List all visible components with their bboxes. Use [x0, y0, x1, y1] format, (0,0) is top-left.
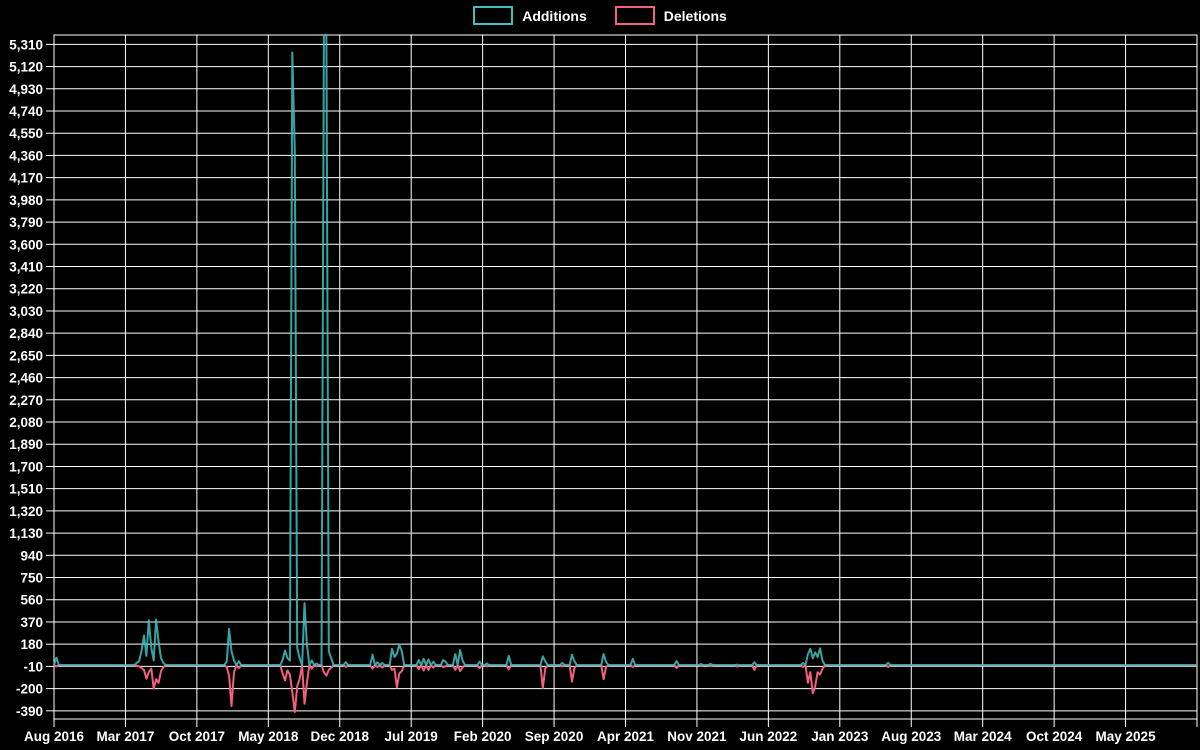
- deletions-swatch-icon: [614, 6, 655, 25]
- x-axis-label: Jul 2019: [385, 729, 438, 744]
- y-axis-label: 4,360: [9, 148, 43, 163]
- x-axis-label: May 2025: [1096, 729, 1157, 744]
- y-axis-label: 2,080: [9, 415, 43, 430]
- y-axis-label: 3,980: [9, 193, 43, 208]
- y-axis-label: 1,510: [9, 482, 43, 497]
- y-axis-label: 5,310: [9, 37, 43, 52]
- y-axis-label: 940: [20, 548, 43, 563]
- y-axis-label: -200: [16, 682, 43, 697]
- x-axis-label: Feb 2020: [454, 729, 512, 744]
- y-axis-label: 2,840: [9, 326, 43, 341]
- y-axis-label: 1,320: [9, 504, 43, 519]
- x-axis-label: Apr 2021: [597, 729, 655, 744]
- y-axis-label: 1,700: [9, 459, 43, 474]
- additions-swatch-icon: [473, 6, 514, 25]
- x-axis-label: Aug 2016: [24, 729, 85, 744]
- legend-item-additions[interactable]: Additions: [473, 6, 587, 25]
- x-axis-label: Dec 2018: [310, 729, 369, 744]
- x-axis-label: Jan 2023: [811, 729, 869, 744]
- y-axis-label: 560: [20, 593, 43, 608]
- y-axis-label: 2,460: [9, 371, 43, 386]
- y-axis-label: 3,030: [9, 304, 43, 319]
- y-axis-label: -10: [23, 659, 43, 674]
- x-axis-label: Nov 2021: [667, 729, 727, 744]
- x-axis-label: May 2018: [238, 729, 299, 744]
- y-axis-label: 4,930: [9, 82, 43, 97]
- x-axis-label: Sep 2020: [525, 729, 584, 744]
- y-axis-label: 4,170: [9, 171, 43, 186]
- x-axis-label: Oct 2024: [1026, 729, 1083, 744]
- legend-label-additions: Additions: [522, 7, 587, 24]
- y-axis-label: 3,410: [9, 260, 43, 275]
- y-axis-label: -390: [16, 704, 43, 719]
- y-axis-label: 1,130: [9, 526, 43, 541]
- y-axis-label: 750: [20, 571, 43, 586]
- y-axis-label: 370: [20, 615, 43, 630]
- y-axis-label: 5,120: [9, 60, 43, 75]
- y-axis-label: 3,600: [9, 237, 43, 252]
- plot-frame: [53, 34, 1198, 720]
- y-axis-label: 2,270: [9, 393, 43, 408]
- x-axis-label: Oct 2017: [169, 729, 225, 744]
- y-axis-label: 3,220: [9, 282, 43, 297]
- x-axis-label: Mar 2017: [97, 729, 155, 744]
- x-axis-label: Jun 2022: [739, 729, 797, 744]
- legend-label-deletions: Deletions: [663, 7, 727, 24]
- y-axis-label: 3,790: [9, 215, 43, 230]
- y-axis-label: 4,740: [9, 104, 43, 119]
- chart-legend: Additions Deletions: [0, 6, 1200, 25]
- x-axis-label: Mar 2024: [954, 729, 1012, 744]
- y-axis-label: 4,550: [9, 126, 43, 141]
- legend-item-deletions[interactable]: Deletions: [614, 6, 727, 25]
- y-axis-label: 1,890: [9, 437, 43, 452]
- y-axis-label: 2,650: [9, 348, 43, 363]
- additions-line: [53, 34, 1197, 667]
- x-axis-label: Aug 2023: [881, 729, 942, 744]
- y-axis-label: 180: [20, 637, 43, 652]
